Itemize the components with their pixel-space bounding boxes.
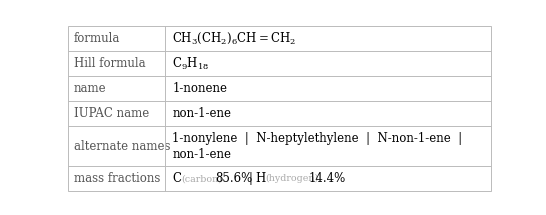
Text: $\mathregular{CH_3(CH_2)_6CH{=}CH_2}$: $\mathregular{CH_3(CH_2)_6CH{=}CH_2}$ — [173, 31, 296, 46]
Text: mass fractions: mass fractions — [74, 172, 160, 185]
Text: C: C — [173, 172, 181, 185]
Text: $\mathregular{C_9H_{18}}$: $\mathregular{C_9H_{18}}$ — [173, 55, 209, 72]
Text: Hill formula: Hill formula — [74, 57, 145, 70]
Text: alternate names: alternate names — [74, 140, 170, 153]
Text: name: name — [74, 82, 106, 95]
Text: H: H — [256, 172, 266, 185]
Text: 85.6%: 85.6% — [215, 172, 253, 185]
Text: non-1-ene: non-1-ene — [173, 148, 232, 161]
Text: (carbon): (carbon) — [181, 174, 222, 183]
Text: 1-nonylene  |  N-heptylethylene  |  N-non-1-ene  |: 1-nonylene | N-heptylethylene | N-non-1-… — [173, 132, 462, 145]
Text: (hydrogen): (hydrogen) — [265, 174, 318, 183]
Text: |: | — [248, 172, 252, 185]
Text: 1-nonene: 1-nonene — [173, 82, 227, 95]
Text: IUPAC name: IUPAC name — [74, 107, 149, 120]
Text: formula: formula — [74, 32, 120, 45]
Text: 14.4%: 14.4% — [309, 172, 346, 185]
Text: non-1-ene: non-1-ene — [173, 107, 232, 120]
